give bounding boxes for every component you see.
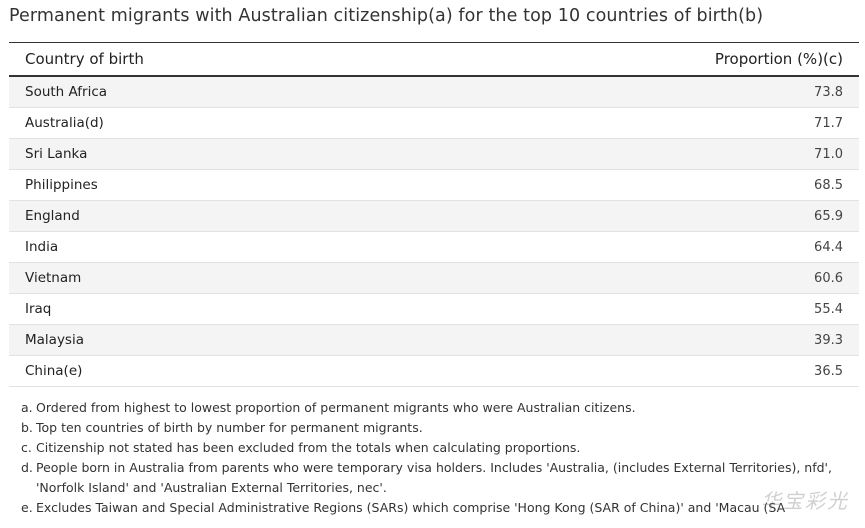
- table-header: Country of birth Proportion (%)(c): [9, 43, 859, 77]
- footnote-text: Ordered from highest to lowest proportio…: [36, 400, 636, 415]
- country-cell: Malaysia: [25, 332, 84, 348]
- footnote-e: e. Excludes Taiwan and Special Administr…: [21, 498, 856, 518]
- footnote-text: Citizenship not stated has been excluded…: [36, 440, 581, 455]
- country-cell: Sri Lanka: [25, 146, 88, 162]
- table-row: Philippines 68.5: [9, 170, 859, 201]
- proportion-cell: 71.0: [814, 146, 843, 162]
- table-body: South Africa 73.8 Australia(d) 71.7 Sri …: [9, 77, 859, 387]
- footnote-text: People born in Australia from parents wh…: [36, 460, 832, 495]
- proportion-cell: 39.3: [814, 332, 843, 348]
- header-proportion: Proportion (%)(c): [714, 50, 843, 68]
- country-cell: Iraq: [25, 301, 52, 317]
- footnote-text: Top ten countries of birth by number for…: [36, 420, 423, 435]
- table-row: China(e) 36.5: [9, 356, 859, 387]
- footnote-letter: b.: [21, 420, 33, 435]
- footnote-a: a. Ordered from highest to lowest propor…: [21, 398, 856, 418]
- proportion-cell: 71.7: [814, 115, 843, 131]
- country-cell: India: [25, 239, 59, 255]
- proportion-cell: 65.9: [814, 208, 843, 224]
- footnote-d: d. People born in Australia from parents…: [21, 458, 856, 498]
- country-cell: Australia(d): [25, 115, 104, 131]
- footnote-text: Excludes Taiwan and Special Administrati…: [36, 500, 786, 515]
- footnote-letter: a.: [21, 400, 33, 415]
- watermark-logo: 华宝彩光: [761, 489, 849, 513]
- proportion-cell: 73.8: [814, 84, 843, 100]
- table-row: India 64.4: [9, 232, 859, 263]
- proportion-cell: 55.4: [814, 301, 843, 317]
- footnote-letter: c.: [21, 440, 32, 455]
- table-row: Sri Lanka 71.0: [9, 139, 859, 170]
- table-row: South Africa 73.8: [9, 77, 859, 108]
- header-country: Country of birth: [25, 50, 144, 68]
- table-row: Malaysia 39.3: [9, 325, 859, 356]
- footnotes: a. Ordered from highest to lowest propor…: [21, 398, 856, 518]
- citizenship-table: Country of birth Proportion (%)(c) South…: [9, 42, 859, 387]
- country-cell: Vietnam: [25, 270, 82, 286]
- footnote-c: c. Citizenship not stated has been exclu…: [21, 438, 856, 458]
- page-title: Permanent migrants with Australian citiz…: [9, 6, 764, 26]
- proportion-cell: 60.6: [814, 270, 843, 286]
- country-cell: China(e): [25, 363, 83, 379]
- footnote-letter: d.: [21, 460, 33, 475]
- table-row: Iraq 55.4: [9, 294, 859, 325]
- country-cell: Philippines: [25, 177, 98, 193]
- country-cell: South Africa: [25, 84, 108, 100]
- footnote-letter: e.: [21, 500, 33, 515]
- country-cell: England: [25, 208, 80, 224]
- proportion-cell: 68.5: [814, 177, 843, 193]
- table-row: Australia(d) 71.7: [9, 108, 859, 139]
- table-row: Vietnam 60.6: [9, 263, 859, 294]
- proportion-cell: 36.5: [814, 363, 843, 379]
- table-row: England 65.9: [9, 201, 859, 232]
- footnote-b: b. Top ten countries of birth by number …: [21, 418, 856, 438]
- proportion-cell: 64.4: [814, 239, 843, 255]
